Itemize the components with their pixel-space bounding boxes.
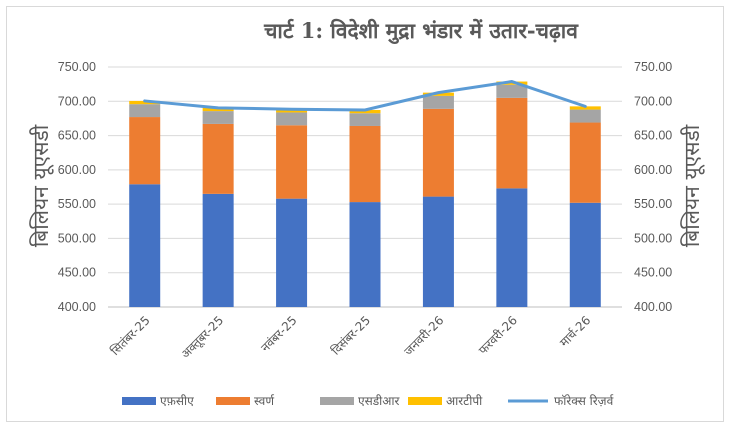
bar-segment bbox=[129, 100, 161, 105]
bar-stacks bbox=[129, 81, 601, 307]
x-tick-label: अक्तूबर-25 bbox=[178, 313, 227, 362]
y-tick-label-right: 600.00 bbox=[634, 163, 672, 177]
legend-label: आरटीपी bbox=[446, 394, 483, 408]
bar-segment bbox=[276, 112, 308, 126]
y-tick-label-right: 700.00 bbox=[634, 94, 672, 108]
legend-swatch bbox=[216, 397, 250, 405]
y-axis-label-left: बिलियन यूएसडी bbox=[29, 124, 54, 247]
y-tick-label-right: 450.00 bbox=[634, 266, 672, 280]
bar-segment bbox=[202, 123, 234, 194]
bar-segment bbox=[496, 188, 528, 307]
bar-segment bbox=[496, 81, 528, 85]
bar-segment bbox=[349, 113, 381, 126]
bar-segment bbox=[202, 193, 234, 307]
x-tick-label: दिसंबर-25 bbox=[329, 313, 374, 358]
y-axis-left-ticks: 400.00 450.00 500.00 550.00 600.00 650.00 700.… bbox=[58, 60, 96, 314]
bar-segment bbox=[422, 196, 454, 307]
y-tick-label-left: 450.00 bbox=[58, 266, 96, 280]
bar-segment bbox=[129, 117, 161, 185]
bar-segment bbox=[569, 109, 601, 123]
legend-label: फॉरेक्स रिज़र्व bbox=[554, 394, 614, 408]
legend-label: एफ़सीए bbox=[160, 394, 194, 408]
y-tick-label-left: 550.00 bbox=[58, 197, 96, 211]
y-tick-label-right: 650.00 bbox=[634, 129, 672, 143]
y-tick-label-left: 400.00 bbox=[58, 300, 96, 314]
x-tick-label: जनवरी-26 bbox=[401, 313, 446, 358]
y-tick-label-left: 500.00 bbox=[58, 231, 96, 245]
bar-segment bbox=[349, 109, 381, 114]
legend-swatch bbox=[408, 397, 442, 405]
bar-segment bbox=[276, 125, 308, 199]
y-tick-label-left: 650.00 bbox=[58, 129, 96, 143]
bar-segment bbox=[569, 106, 601, 110]
y-tick-label-right: 750.00 bbox=[634, 60, 672, 74]
forex-reserve-line bbox=[143, 80, 587, 112]
x-tick-label: नवंबर-25 bbox=[258, 313, 300, 355]
y-axis-label-right: बिलियन यूएसडी bbox=[680, 124, 705, 247]
legend: एफ़सीए स्वर्ण एसडीआर आरटीपी फॉरेक्स रिज़र्व bbox=[122, 394, 614, 408]
bar-segment bbox=[129, 184, 161, 307]
bar-segment bbox=[349, 125, 381, 203]
y-tick-label-right: 400.00 bbox=[634, 300, 672, 314]
y-axis-right-ticks: 400.00 450.00 500.00 550.00 600.00 650.00 700.… bbox=[634, 60, 672, 314]
forex-reserve-line-path bbox=[143, 80, 587, 112]
y-tick-label-right: 550.00 bbox=[634, 197, 672, 211]
bar-segment bbox=[276, 109, 308, 113]
x-tick-label: मार्च-26 bbox=[557, 313, 593, 349]
bar-segment bbox=[569, 122, 601, 203]
bar-segment bbox=[202, 111, 234, 124]
bar-segment bbox=[422, 95, 454, 109]
bar-segment bbox=[422, 108, 454, 197]
bar-segment bbox=[422, 92, 454, 96]
x-tick-label: सितंबर-25 bbox=[108, 313, 153, 358]
bar-segment bbox=[496, 97, 528, 189]
y-tick-label-left: 750.00 bbox=[58, 60, 96, 74]
x-tick-label: फरवरी-26 bbox=[476, 313, 520, 357]
y-tick-label-right: 500.00 bbox=[634, 231, 672, 245]
chart-title: चार्ट 1: विदेशी मुद्रा भंडार में उतार-चढ… bbox=[263, 18, 579, 45]
bar-segment bbox=[349, 202, 381, 307]
legend-swatch bbox=[122, 397, 156, 405]
x-axis-ticks: सितंबर-25 अक्तूबर-25 नवंबर-25 दिसंबर-25 जनवर… bbox=[108, 313, 593, 362]
legend-swatch bbox=[320, 397, 354, 405]
bar-segment bbox=[202, 107, 234, 112]
bar-segment bbox=[569, 202, 601, 307]
bar-segment bbox=[129, 104, 161, 118]
y-tick-label-left: 700.00 bbox=[58, 94, 96, 108]
legend-label: स्वर्ण bbox=[254, 394, 275, 408]
y-tick-label-left: 600.00 bbox=[58, 163, 96, 177]
bar-segment bbox=[496, 84, 528, 98]
legend-label: एसडीआर bbox=[358, 394, 401, 408]
bar-segment bbox=[276, 198, 308, 307]
